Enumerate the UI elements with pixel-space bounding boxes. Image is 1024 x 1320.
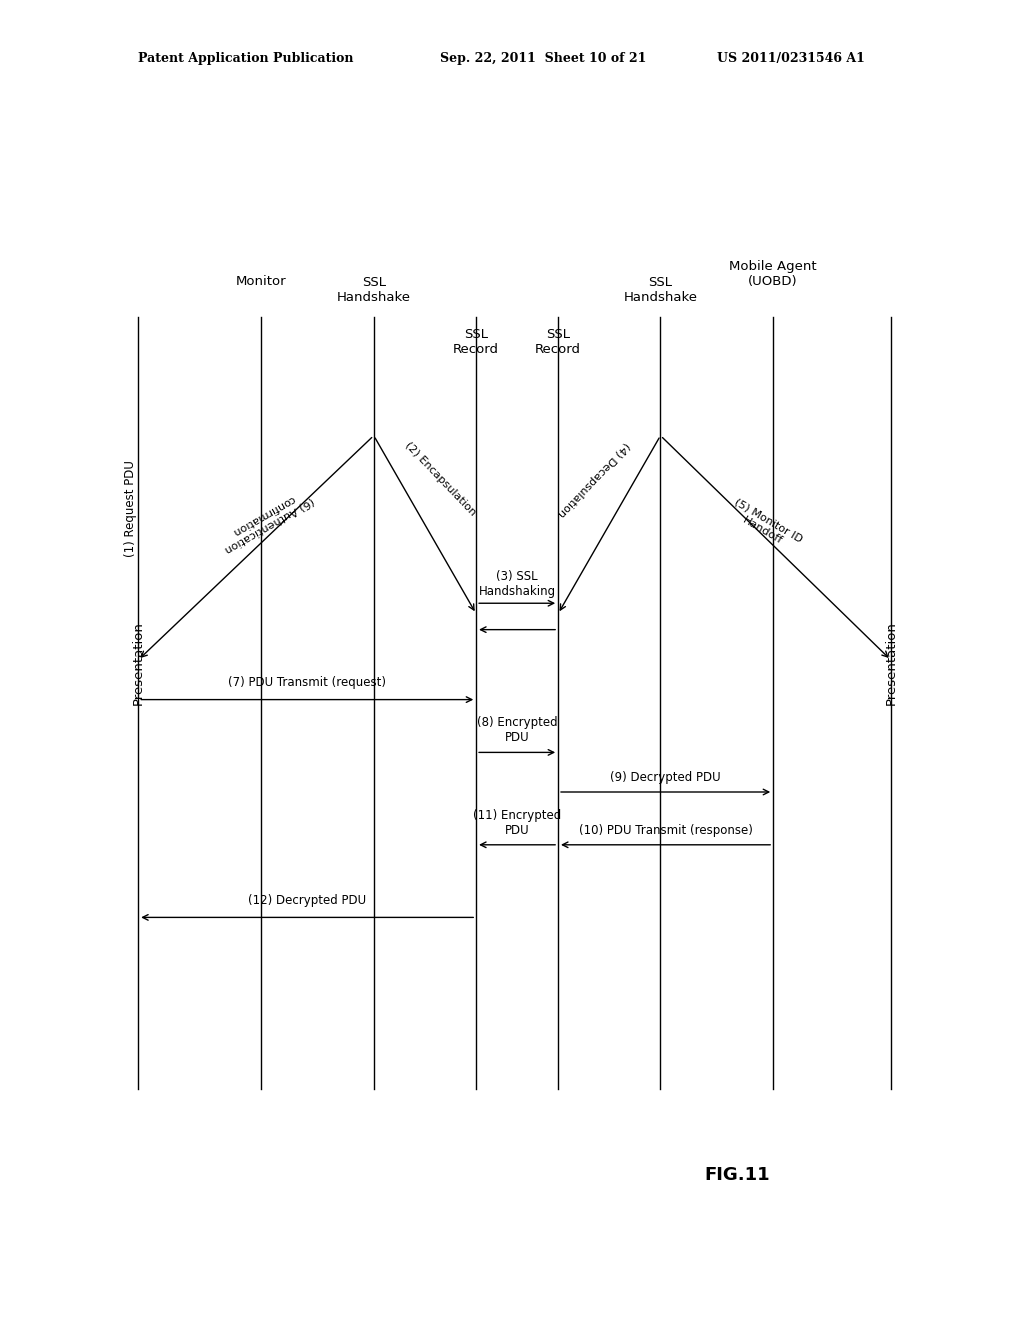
Text: (8) Encrypted
PDU: (8) Encrypted PDU [477,717,557,744]
Text: (5) Monitor ID
Handoff: (5) Monitor ID Handoff [727,496,804,554]
Text: Presentation: Presentation [885,622,897,705]
Text: (3) SSL
Handshaking: (3) SSL Handshaking [478,570,556,598]
Text: Monitor: Monitor [236,275,287,288]
Text: Patent Application Publication: Patent Application Publication [138,51,353,65]
Text: (12) Decrypted PDU: (12) Decrypted PDU [248,894,367,907]
Text: FIG.11: FIG.11 [705,1166,770,1184]
Text: (11) Encrypted
PDU: (11) Encrypted PDU [473,809,561,837]
Text: (4) Decapsulation: (4) Decapsulation [556,440,632,517]
Text: (9) Decrypted PDU: (9) Decrypted PDU [610,771,721,784]
Text: Presentation: Presentation [132,622,144,705]
Text: SSL
Record: SSL Record [536,329,581,356]
Text: (2) Encapsulation: (2) Encapsulation [403,441,477,517]
Text: US 2011/0231546 A1: US 2011/0231546 A1 [717,51,864,65]
Text: SSL
Handshake: SSL Handshake [337,276,411,304]
Text: (10) PDU Transmit (response): (10) PDU Transmit (response) [579,824,753,837]
Text: (6) Authentication
confirmation: (6) Authentication confirmation [217,486,315,554]
Text: SSL
Handshake: SSL Handshake [624,276,697,304]
Text: (7) PDU Transmit (request): (7) PDU Transmit (request) [228,676,386,689]
Text: Mobile Agent
(UOBD): Mobile Agent (UOBD) [729,260,817,288]
Text: SSL
Record: SSL Record [454,329,499,356]
Text: (1) Request PDU: (1) Request PDU [124,459,136,557]
Text: Sep. 22, 2011  Sheet 10 of 21: Sep. 22, 2011 Sheet 10 of 21 [440,51,647,65]
